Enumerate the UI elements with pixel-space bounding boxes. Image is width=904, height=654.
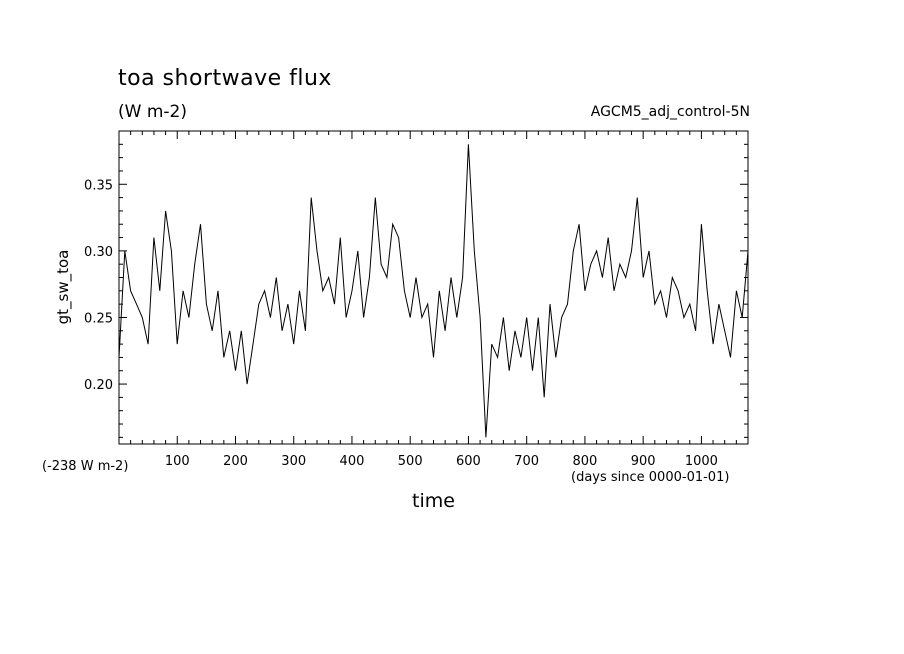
series-line bbox=[118, 144, 749, 438]
x-units-label: (days since 0000-01-01) bbox=[571, 470, 730, 485]
x-tick-label: 700 bbox=[514, 454, 539, 469]
x-tick-label: 600 bbox=[456, 454, 481, 469]
x-tick-label: 400 bbox=[340, 454, 365, 469]
y-offset-label: (-238 W m-2) bbox=[42, 459, 129, 474]
plot-frame bbox=[118, 130, 749, 445]
tick-labels: 100 200 300 400 500 600 700 800 900 1000 0.20 0.25 0… bbox=[84, 178, 718, 469]
units-label: (W m-2) bbox=[118, 102, 187, 122]
x-tick-label: 1000 bbox=[685, 454, 718, 469]
x-tick-label: 300 bbox=[281, 454, 306, 469]
axis-ticks bbox=[119, 131, 748, 444]
y-tick-label: 0.35 bbox=[84, 178, 113, 193]
x-tick-label: 200 bbox=[223, 454, 248, 469]
x-tick-label: 900 bbox=[631, 454, 656, 469]
chart-title: toa shortwave flux bbox=[118, 66, 332, 91]
y-tick-label: 0.20 bbox=[84, 378, 113, 393]
run-label: AGCM5_adj_control-5N bbox=[590, 104, 750, 120]
x-tick-label: 500 bbox=[398, 454, 423, 469]
x-tick-label: 100 bbox=[165, 454, 190, 469]
x-tick-label: 800 bbox=[573, 454, 598, 469]
y-tick-label: 0.25 bbox=[84, 311, 113, 326]
y-tick-label: 0.30 bbox=[84, 245, 113, 260]
y-axis-label: gt_sw_toa bbox=[54, 250, 73, 325]
x-axis-label: time bbox=[412, 490, 455, 512]
